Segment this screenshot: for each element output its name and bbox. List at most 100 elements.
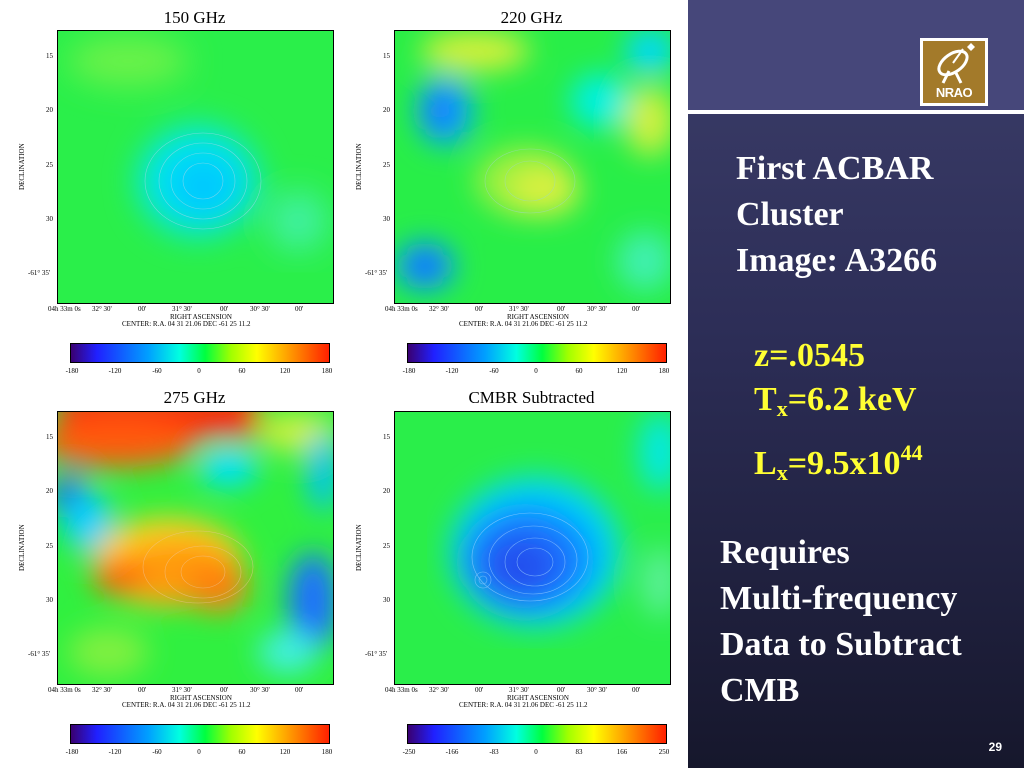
colorbar <box>407 343 667 363</box>
luminosity: Lx=9.5x1044 <box>754 440 923 485</box>
ra-tick: 32° 30' <box>92 686 112 694</box>
sky-map <box>394 411 671 685</box>
colorbar-tick: 180 <box>321 367 333 375</box>
dec-tick: 20 <box>46 106 53 114</box>
redshift: z=.0545 <box>754 337 865 374</box>
colorbar-tick: 60 <box>575 367 583 375</box>
ra-tick: 30° 30' <box>250 305 270 313</box>
center-label: CENTER: R.A. 04 31 21.06 DEC -61 25 11.2 <box>459 320 588 328</box>
panel-title: 275 GHz <box>163 388 226 407</box>
dec-tick: 15 <box>46 433 53 441</box>
note-line: CMB <box>720 672 800 709</box>
figure-area: 150 GHz 15 <box>0 0 687 768</box>
dec-tick: 25 <box>383 161 390 169</box>
colorbar-tick: 250 <box>658 748 670 756</box>
colorbar-tick: 0 <box>534 367 538 375</box>
ra-label: RIGHT ASCENSION <box>170 694 232 702</box>
sky-map <box>57 411 334 685</box>
colorbar-tick: 60 <box>238 748 246 756</box>
dec-tick: 30 <box>46 596 53 604</box>
ra-tick: 30° 30' <box>587 305 607 313</box>
note-line: Data to Subtract <box>720 626 962 663</box>
note-line: Requires <box>720 534 850 571</box>
colorbar-tick: -60 <box>152 748 162 756</box>
colorbar <box>407 724 667 744</box>
dec-tick: 30 <box>383 596 390 604</box>
dec-tick: 15 <box>46 52 53 60</box>
ra-label: RIGHT ASCENSION <box>507 313 569 321</box>
dec-tick: -61° 35' <box>28 650 51 658</box>
colorbar-tick: -180 <box>402 367 416 375</box>
ra-tick: 00' <box>138 305 147 313</box>
ra-tick: 00' <box>220 686 229 694</box>
nrao-logo: NRAO <box>920 38 988 106</box>
dec-tick: 20 <box>46 487 53 495</box>
dec-tick: 20 <box>383 487 390 495</box>
colorbar-tick: -180 <box>65 748 79 756</box>
panel-title: CMBR Subtracted <box>468 388 595 407</box>
ra-tick: 32° 30' <box>92 305 112 313</box>
ra-tick: 32° 30' <box>429 686 449 694</box>
sky-map <box>394 30 671 304</box>
center-label: CENTER: R.A. 04 31 21.06 DEC -61 25 11.2 <box>122 320 251 328</box>
panel-cmbr-subtracted: CMBR Subtracted <box>342 383 687 768</box>
ra-tick: 30° 30' <box>587 686 607 694</box>
colorbar-tick: 0 <box>197 367 201 375</box>
logo-text: NRAO <box>935 85 973 100</box>
panel-150ghz: 150 GHz 15 <box>0 0 345 385</box>
title-line: First ACBAR <box>736 150 934 187</box>
dec-tick: -61° 35' <box>365 650 388 658</box>
ra-tick: 04h 33m 0s <box>48 686 81 694</box>
ra-tick: 00' <box>138 686 147 694</box>
ra-label: RIGHT ASCENSION <box>170 313 232 321</box>
ra-tick: 04h 33m 0s <box>385 686 418 694</box>
colorbar-tick: 60 <box>238 367 246 375</box>
dec-tick: 30 <box>383 215 390 223</box>
dec-tick: -61° 35' <box>365 269 388 277</box>
colorbar-tick: 0 <box>197 748 201 756</box>
dec-label: DECLINATION <box>355 524 363 571</box>
panel-220ghz: 220 GHz <box>342 0 687 385</box>
panel-title: 150 GHz <box>163 8 226 27</box>
sky-map-image <box>58 31 333 303</box>
title-line: Image: A3266 <box>736 242 938 279</box>
panel-275ghz: 275 GHz <box>0 383 345 768</box>
colorbar-tick: -250 <box>402 748 416 756</box>
colorbar-tick: 0 <box>534 748 538 756</box>
sky-map-image <box>395 31 670 303</box>
dec-label: DECLINATION <box>355 143 363 190</box>
ra-tick: 00' <box>557 686 566 694</box>
colorbar-tick: -166 <box>445 748 459 756</box>
panel-title: 220 GHz <box>500 8 563 27</box>
ra-tick: 00' <box>220 305 229 313</box>
colorbar-tick: -60 <box>152 367 162 375</box>
dec-tick: -61° 35' <box>28 269 51 277</box>
dec-tick: 25 <box>46 161 53 169</box>
dec-label: DECLINATION <box>18 524 26 571</box>
colorbar-tick: 120 <box>279 748 291 756</box>
ra-label: RIGHT ASCENSION <box>507 694 569 702</box>
ra-tick: 04h 33m 0s <box>385 305 418 313</box>
ra-tick: 00' <box>557 305 566 313</box>
ra-tick: 04h 33m 0s <box>48 305 81 313</box>
colorbar-tick: -180 <box>65 367 79 375</box>
sky-map-image <box>395 412 670 684</box>
note: Requires Multi-frequency Data to Subtrac… <box>720 530 962 714</box>
ra-tick: 00' <box>632 686 641 694</box>
colorbar-tick: -83 <box>489 748 499 756</box>
ra-tick: 31° 30' <box>509 305 529 313</box>
ra-tick: 31° 30' <box>172 686 192 694</box>
center-label: CENTER: R.A. 04 31 21.06 DEC -61 25 11.2 <box>122 701 251 709</box>
colorbar-tick: -120 <box>108 748 122 756</box>
colorbar-tick: 166 <box>616 748 628 756</box>
ra-tick: 00' <box>295 305 304 313</box>
divider <box>688 110 1024 114</box>
sky-map <box>57 30 334 304</box>
ra-tick: 31° 30' <box>509 686 529 694</box>
colorbar-tick: -60 <box>489 367 499 375</box>
logo-emblem: NRAO <box>923 41 985 103</box>
colorbar-tick: 180 <box>321 748 333 756</box>
colorbar-tick: -120 <box>108 367 122 375</box>
note-line: Multi-frequency <box>720 580 958 617</box>
ra-tick: 32° 30' <box>429 305 449 313</box>
